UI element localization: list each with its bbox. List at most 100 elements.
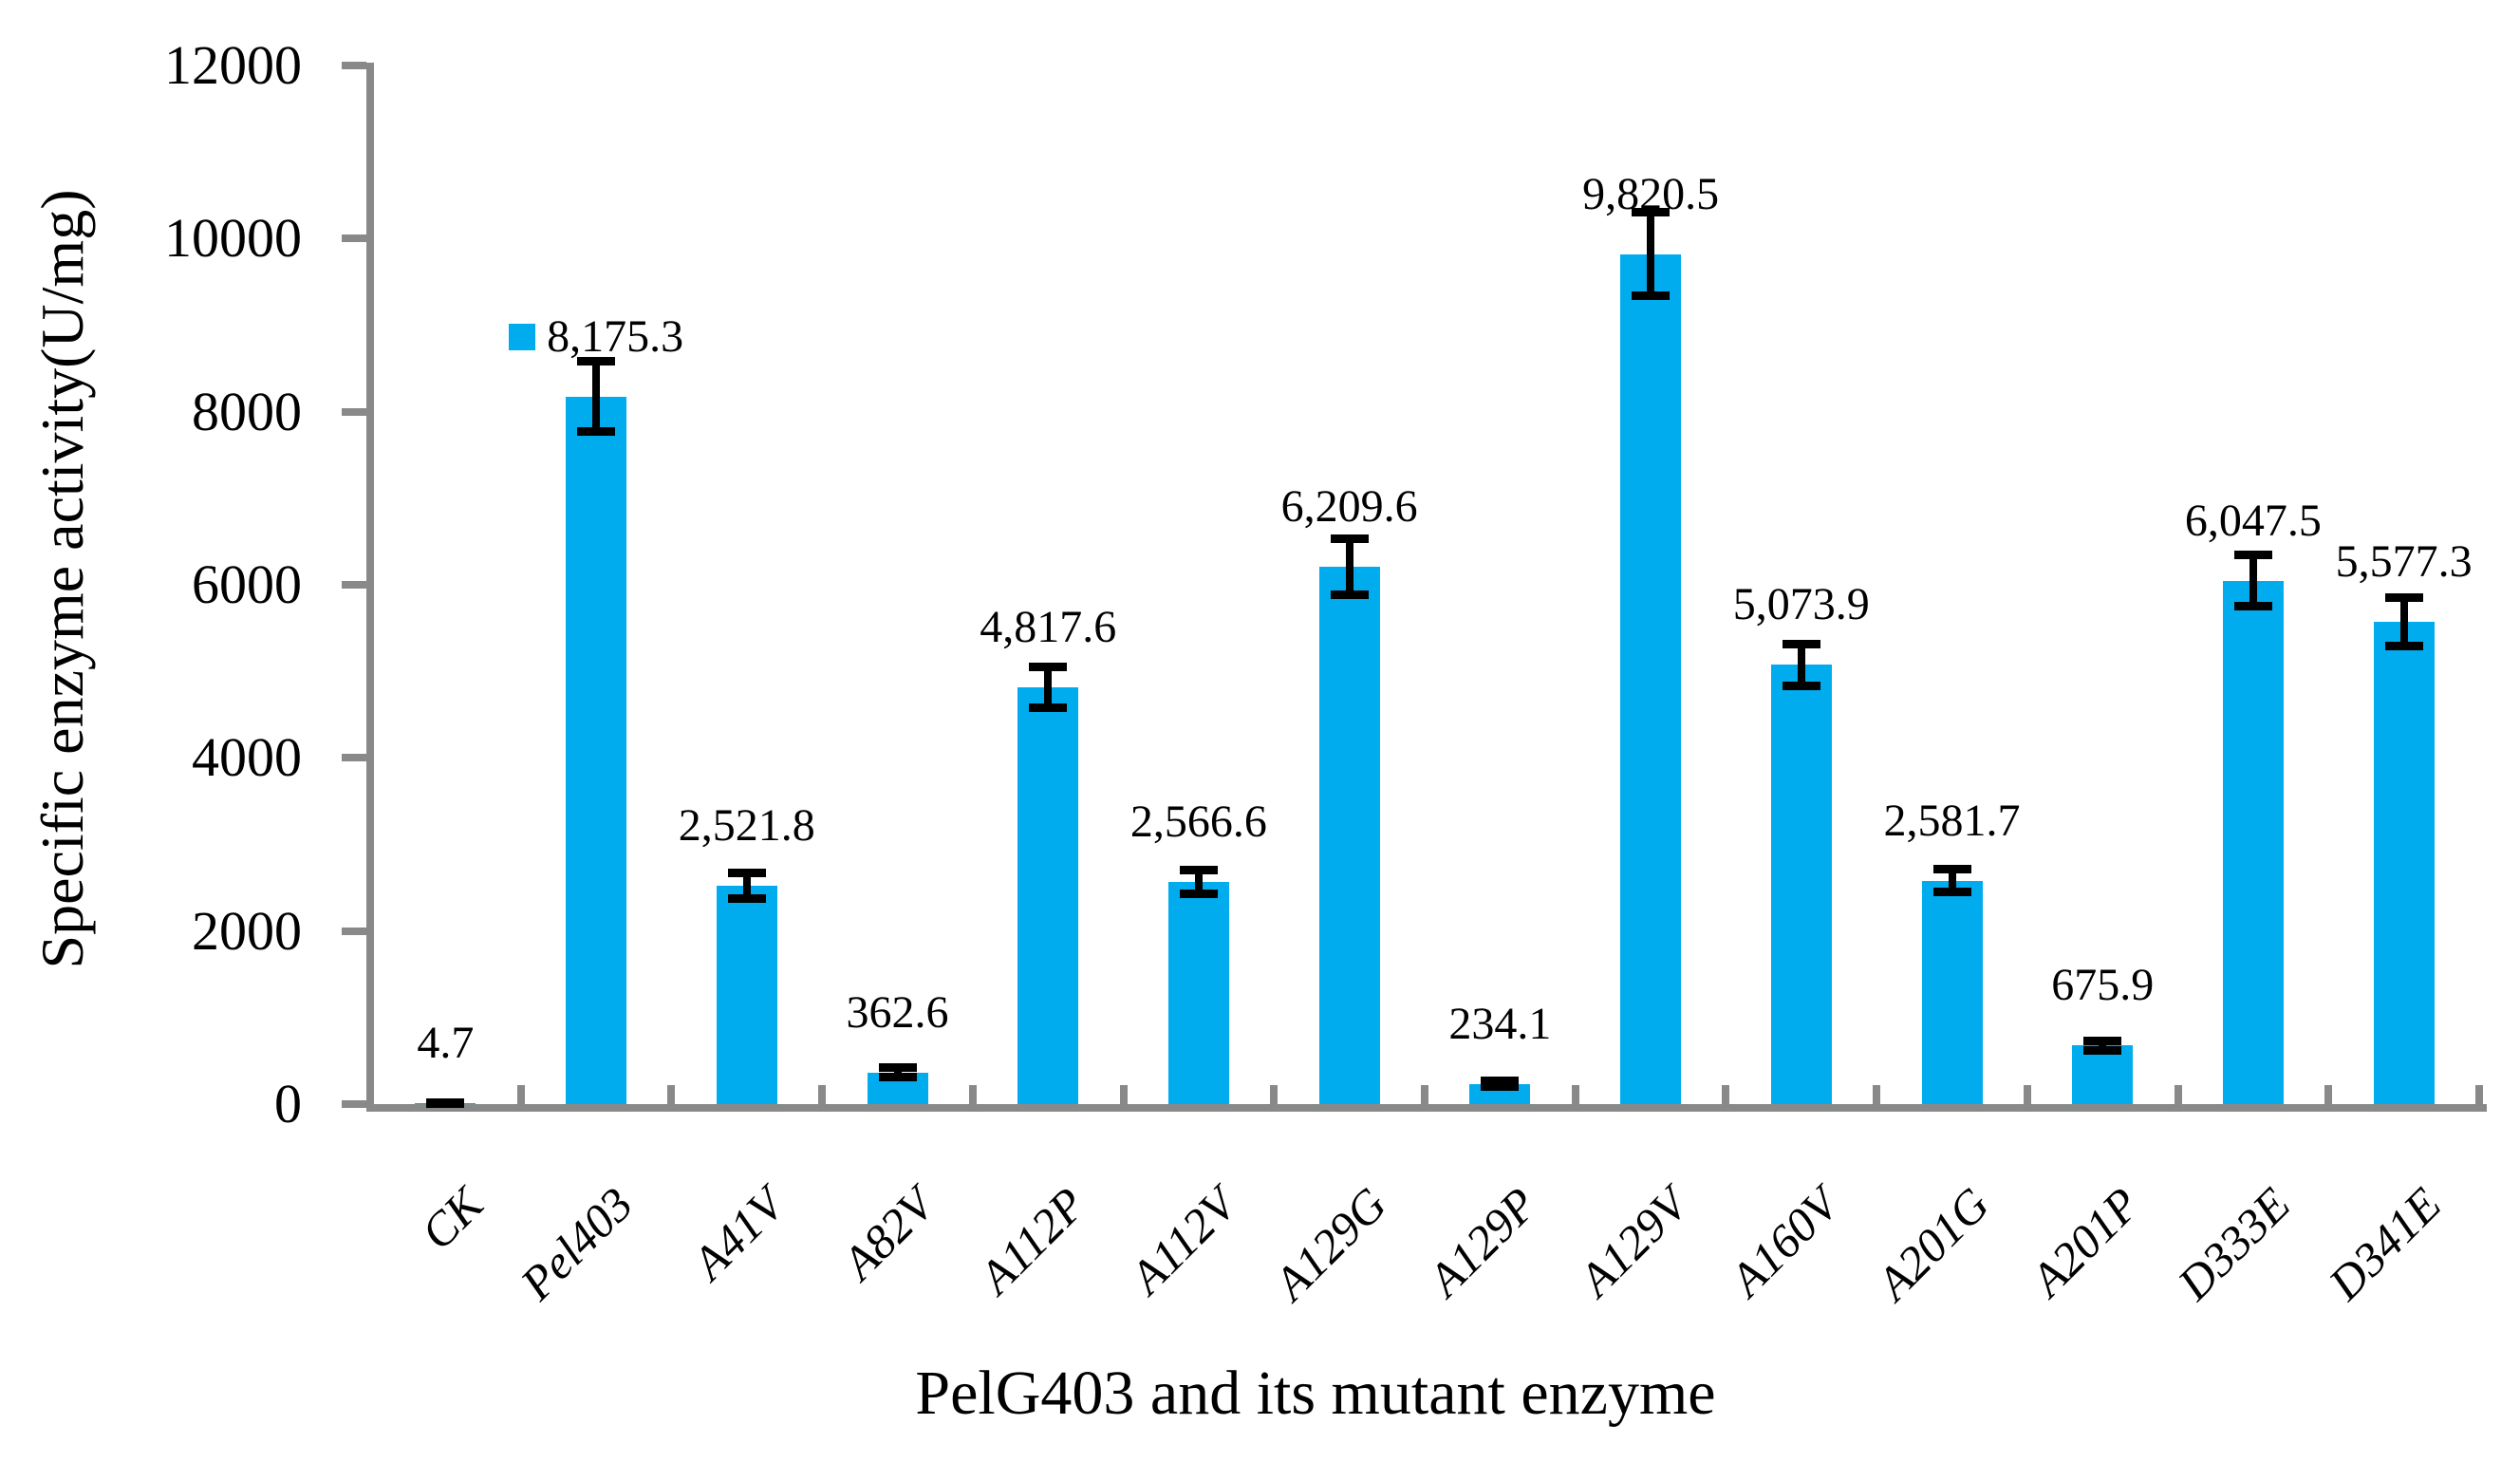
error-bar-line [2249,554,2257,607]
error-bar-top-cap [1330,534,1369,544]
x-axis-title: PelG403 and its mutant enzyme [915,1359,1716,1428]
data-label-value: 2,566.6 [1129,797,1267,847]
x-category-label: A201P [2020,1177,2150,1306]
error-bar-top-cap [1179,866,1218,875]
error-bar-bottom-cap [1179,889,1218,898]
x-axis-tick [516,1085,525,1104]
y-tick-label: 2000 [192,899,302,962]
error-bar-bottom-cap [2233,602,2272,611]
data-label: 9,820.5 [1366,168,1935,221]
y-axis-tick [342,754,366,762]
x-axis-tick [2475,1085,2483,1104]
x-axis-tick [1873,1085,1881,1104]
error-bar-top-cap [2233,551,2272,560]
bar [1318,566,1380,1104]
error-bar-bottom-cap [2384,641,2423,650]
x-axis-tick [1421,1085,1428,1104]
error-bar-top-cap [2083,1036,2122,1045]
y-axis-tick [342,62,366,69]
data-label-value: 9,820.5 [1582,168,1720,219]
data-label-value: 362.6 [846,986,949,1038]
x-axis-tick [2324,1085,2333,1104]
data-label: 4,817.6 [763,601,1333,654]
error-bar-line [893,1067,902,1078]
data-label: 675.9 [1818,959,2387,1012]
error-bar-bottom-cap [2083,1045,2122,1055]
data-label: 362.6 [613,986,1183,1040]
bar [2072,1045,2134,1104]
error-bar-bottom-cap [727,893,766,903]
data-label-value: 5,073.9 [1732,579,1870,630]
bar [1770,665,1832,1104]
x-axis-tick [968,1085,977,1104]
data-label: 6,047.5 [1969,495,2520,548]
error-bar-line [592,361,601,433]
y-tick-label: 4000 [192,726,302,789]
error-bar-top-cap [1632,208,1671,217]
error-bar-bottom-cap [1632,291,1671,301]
x-category-label: A129V [1568,1177,1698,1306]
x-category-label: A41V [681,1177,794,1290]
data-label-value: 4,817.6 [980,601,1117,652]
error-bar-top-cap [1481,1077,1520,1085]
x-axis-tick [1270,1085,1279,1104]
error-bar-line [1948,868,1956,893]
y-axis-tick [342,927,366,935]
x-category-label: A201G [1866,1177,2000,1310]
error-bar-top-cap [1932,864,1971,873]
data-label: 6,209.6 [1065,480,1634,534]
y-axis-tick [342,581,366,589]
y-tick-label: 8000 [192,380,302,442]
x-category-label: CK [410,1177,493,1260]
bar [716,886,777,1104]
x-axis-tick [667,1085,676,1104]
x-category-label: A82V [831,1177,945,1290]
error-bar-top-cap [577,357,616,366]
x-axis-tick [818,1085,827,1104]
error-bar-top-cap [1029,662,1068,671]
error-bar-bottom-cap [1029,703,1068,712]
error-bar-bottom-cap [1932,888,1971,897]
error-bar-line [1797,644,1805,686]
bar [566,396,627,1104]
error-bar-line [2399,596,2408,647]
x-category-label: A129G [1263,1177,1397,1310]
error-bar-top-cap [727,869,766,878]
data-label-value: 2,521.8 [678,800,815,852]
x-category-label: Pel403 [510,1177,644,1310]
bar [2222,580,2284,1104]
x-category-label: A129P [1418,1177,1547,1306]
bar [1167,882,1229,1104]
data-label-value: 234.1 [1448,998,1552,1049]
y-tick-label: 6000 [192,553,302,615]
error-bar-bottom-cap [878,1073,917,1082]
error-bar-line [1044,665,1053,708]
error-bar-top-cap [1782,640,1820,649]
y-tick-label: 0 [274,1073,302,1134]
data-label-value: 4.7 [417,1018,475,1068]
error-bar-bottom-cap [1481,1082,1520,1092]
error-bar-top-cap [2384,592,2423,602]
x-category-label: A112P [968,1177,1095,1304]
legend-key-icon [509,323,536,350]
bar [1921,880,1983,1104]
error-bar-line [742,872,751,899]
error-bar-bottom-cap [1330,590,1369,599]
y-axis-tick [342,407,366,416]
error-bar-line [1647,212,1655,297]
error-bar-top-cap [878,1063,917,1073]
data-label: 4.7 [160,1017,730,1070]
y-axis-line [366,63,374,1112]
data-label-value: 6,047.5 [2184,495,2322,546]
data-label: 2,566.6 [914,796,1484,849]
x-axis-tick [2174,1085,2182,1104]
data-label: 2,521.8 [462,799,1032,853]
x-axis-line [366,1104,2487,1112]
x-axis-tick [2023,1085,2031,1104]
x-category-label: A160V [1719,1177,1849,1306]
x-category-label: D333E [2167,1177,2301,1310]
x-axis-tick [1571,1085,1579,1104]
y-axis-tick [342,234,366,243]
data-label-value: 675.9 [2051,960,2155,1011]
